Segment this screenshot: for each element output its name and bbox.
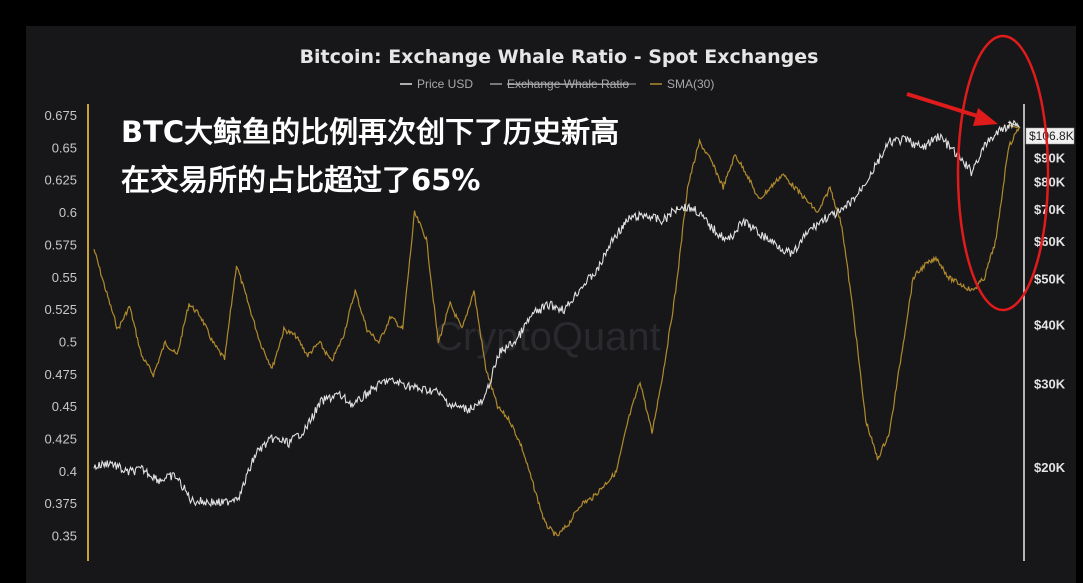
current-price-badge-bg <box>1025 127 1075 145</box>
left-tick-label: 0.5 <box>59 334 77 349</box>
left-tick-label: 0.55 <box>52 270 77 285</box>
left-tick-label: 0.525 <box>44 302 77 317</box>
series-layer <box>93 119 1021 537</box>
right-tick-label: $50K <box>1034 271 1066 286</box>
arrow-icon <box>906 92 998 126</box>
right-tick-label: $80K <box>1034 175 1066 190</box>
left-tick-label: 0.575 <box>44 237 77 252</box>
overlay-line-2: 在交易所的占比超过了65% <box>121 163 480 197</box>
left-tick-label: 0.425 <box>44 432 77 447</box>
left-tick-label: 0.4 <box>59 464 77 479</box>
legend[interactable]: Price USD Exchange Whale Ratio SMA(30) <box>400 77 714 91</box>
sma30-line <box>93 124 1020 537</box>
watermark: CryptoQuant <box>434 315 661 359</box>
legend-label-sma[interactable]: SMA(30) <box>667 77 714 91</box>
left-tick-label: 0.375 <box>44 496 77 511</box>
right-tick-label: $70K <box>1034 202 1066 217</box>
right-tick-label: $20K <box>1034 460 1066 475</box>
overlay-line-1: BTC大鲸鱼的比例再次创下了历史新高 <box>121 115 619 149</box>
right-tick-label: $40K <box>1034 317 1066 332</box>
chart-title: Bitcoin: Exchange Whale Ratio - Spot Exc… <box>300 46 819 68</box>
highlight-circle <box>956 34 1050 312</box>
right-axis-ticks: $100K$90K$80K$70K$60K$50K$40K$30K$20K <box>1034 129 1073 476</box>
legend-label-price[interactable]: Price USD <box>417 77 473 91</box>
price-usd-line <box>93 119 1021 508</box>
left-tick-label: 0.625 <box>44 173 77 188</box>
left-tick-label: 0.65 <box>52 140 77 155</box>
left-tick-label: 0.675 <box>44 108 77 123</box>
left-tick-label: 0.35 <box>52 529 77 544</box>
right-tick-label: $60K <box>1034 234 1066 249</box>
chart-svg: CryptoQuant Bitcoin: Exchange Whale Rati… <box>44 34 1075 561</box>
left-tick-label: 0.475 <box>44 367 77 382</box>
current-price-badge: $106.8K <box>1025 127 1075 145</box>
chart-panel: CryptoQuant Bitcoin: Exchange Whale Rati… <box>26 26 1076 583</box>
left-tick-label: 0.45 <box>52 399 77 414</box>
right-tick-label: $90K <box>1034 150 1066 165</box>
current-price-label: $106.8K <box>1029 129 1074 143</box>
left-tick-label: 0.6 <box>59 205 77 220</box>
left-axis-ticks: 0.675 0.65 0.625 0.6 0.575 0.55 0.525 0.5 0.475 0… <box>44 108 77 544</box>
right-tick-label: $30K <box>1034 377 1066 392</box>
